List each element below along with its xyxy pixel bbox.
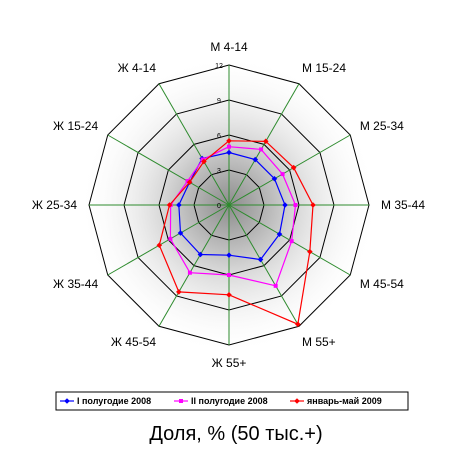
legend-label-0: I полугодие 2008 [77, 396, 151, 406]
series-0-point-1 [252, 156, 259, 163]
spoke-1 [228, 83, 300, 206]
series-layer [156, 138, 316, 328]
category-label-6: Ж 55+ [212, 356, 247, 370]
series-2-point-7 [176, 289, 182, 295]
category-label-3: М 35-44 [381, 198, 425, 212]
category-label-2: М 25-34 [360, 119, 404, 133]
spoke-8 [107, 204, 230, 276]
series-2-point-10 [186, 179, 193, 186]
category-label-0: М 4-14 [210, 40, 248, 54]
series-2-point-1 [262, 138, 269, 145]
radial-ticks: 0 3 6 9 12 [215, 63, 223, 210]
category-label-4: М 45-54 [360, 277, 404, 291]
series-1-point-0 [227, 144, 231, 149]
category-label-8: Ж 35-44 [53, 277, 98, 291]
tick-label-0: 0 [217, 203, 221, 210]
spoke-11 [158, 83, 230, 206]
series-0-point-7 [197, 251, 204, 258]
series-1-point-8 [168, 236, 173, 241]
series-0-point-9 [176, 202, 182, 208]
series-1-point-1 [259, 147, 264, 152]
spoke-4 [228, 204, 351, 276]
legend-marker-0 [64, 398, 70, 404]
series-1-point-11 [200, 157, 205, 162]
series-2-point-2 [290, 164, 297, 171]
legend-label-2: январь-май 2009 [307, 396, 382, 406]
series-1-point-10 [185, 179, 190, 184]
legend-marker-2 [294, 398, 300, 404]
chart-caption: Доля, % (50 тыс.+) [149, 423, 323, 445]
series-0-point-8 [177, 230, 184, 236]
series-0-point-2 [271, 175, 278, 182]
category-label-1: М 15-24 [302, 61, 346, 75]
series-0-point-5 [257, 256, 264, 263]
series-2-point-4 [307, 248, 313, 255]
series-1-point-6 [227, 273, 231, 277]
tick-label-3: 9 [217, 98, 221, 105]
series-1-point-2 [280, 172, 285, 177]
tick-label-1: 3 [217, 168, 221, 175]
series-0-point-6 [226, 252, 232, 258]
series-2-point-6 [226, 292, 232, 298]
category-labels: М 4-14 М 15-24 М 25-34 М 35-44 М 45-54 М 55+ Ж… [32, 40, 425, 370]
series-1-point-7 [187, 270, 192, 275]
series-1-point-3 [293, 203, 298, 207]
series-2-point-11 [201, 158, 207, 165]
tick-label-2: 6 [217, 133, 221, 140]
series-0-point-4 [276, 231, 283, 237]
legend-label-1: II полугодие 2008 [191, 396, 268, 406]
series-0-point-3 [282, 202, 288, 208]
spoke-7 [158, 204, 230, 327]
legend-box [55, 391, 409, 411]
category-label-9: Ж 25-34 [32, 198, 77, 212]
series-2-point-0 [226, 138, 232, 144]
series-1-point-5 [273, 283, 278, 288]
spoke-2 [228, 134, 351, 206]
series-1-point-4 [289, 239, 294, 244]
category-label-10: Ж 15-24 [53, 119, 98, 133]
tick-label-4: 12 [215, 63, 223, 70]
category-label-7: Ж 45-54 [111, 335, 156, 349]
series-2-point-8 [156, 242, 163, 249]
series-0-point-0 [226, 149, 232, 156]
spoke-10 [107, 134, 230, 206]
series-2-point-5 [295, 321, 301, 328]
category-label-5: М 55+ [302, 335, 336, 349]
series-2-point-3 [310, 202, 316, 208]
series-2-point-9 [166, 202, 173, 208]
legend: I полугодие 2008 II полугодие 2008 январь-… [55, 391, 409, 411]
radar-spokes [89, 65, 369, 345]
spoke-5 [228, 204, 300, 327]
legend-marker-1 [179, 399, 183, 403]
category-label-11: Ж 4-14 [118, 61, 157, 75]
